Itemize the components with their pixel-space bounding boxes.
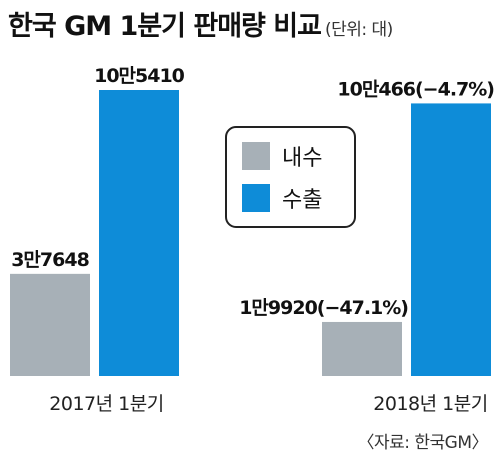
data-label-export-1: 10만466(−4.7%): [337, 78, 494, 100]
chart-title-text: 한국 GM 1분기 판매량 비교: [8, 11, 322, 42]
bar-domestic-0: [10, 273, 90, 376]
data-label-domestic-0: 3만7648: [11, 249, 89, 271]
legend-swatch-domestic: [242, 142, 270, 170]
chart-title: 한국 GM 1분기 판매량 비교 (단위: 대): [8, 4, 393, 43]
category-label-0: 2017년 1분기: [49, 393, 163, 415]
category-label-1: 2018년 1분기: [373, 393, 487, 415]
bar-export-0: [99, 90, 179, 376]
data-label-domestic-1: 1만9920(−47.1%): [239, 297, 408, 319]
data-labels-group: 3만7648 10만5410 1만9920(−47.1%) 10만466(−4.7%): [11, 65, 495, 319]
legend-swatch-export: [242, 184, 270, 212]
legend-label-export: 수출: [282, 188, 322, 213]
data-label-export-0: 10만5410: [94, 65, 185, 87]
legend-label-domestic: 내수: [282, 146, 322, 171]
bar-domestic-1: [322, 321, 402, 376]
unit-label: (단위: 대): [324, 20, 393, 40]
bars-group: [10, 90, 491, 377]
source-note: 〈자료: 한국GM〉: [357, 433, 488, 453]
category-labels-group: 2017년 1분기 2018년 1분기: [49, 393, 488, 415]
bar-export-1: [411, 103, 491, 377]
